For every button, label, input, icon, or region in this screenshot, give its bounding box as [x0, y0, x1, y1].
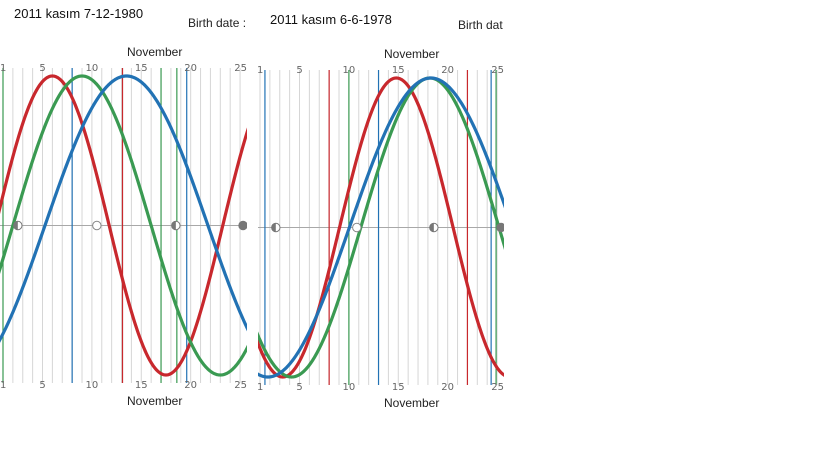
marker-full	[238, 220, 247, 231]
phase-marker-full	[238, 220, 247, 231]
phase-marker-full	[496, 222, 504, 233]
marker-half-fill	[171, 221, 176, 230]
tick-label-top: 25	[491, 65, 504, 76]
birth-date-label: Birth date :	[188, 16, 247, 30]
tick-label-bottom: 25	[234, 380, 247, 391]
chart-panel-1: 2011 kasım 7-12-1980 Birth date : Novemb…	[0, 0, 247, 420]
marker-empty	[92, 220, 102, 231]
chart-title: 2011 kasım 7-12-1980	[14, 6, 144, 21]
series-line-1	[0, 74, 247, 377]
tick-label-bottom: 20	[184, 380, 197, 391]
tick-label-top: 5	[296, 65, 302, 76]
tick-label-bottom: 15	[135, 380, 148, 391]
phase-marker-half	[271, 222, 281, 233]
phase-marker-half	[429, 222, 439, 233]
phase-marker-half	[13, 220, 23, 231]
tick-label-top: 10	[86, 63, 99, 74]
chart-title: 2011 kasım 6-6-1978	[270, 12, 392, 27]
tick-label-bottom: 5	[296, 382, 302, 393]
marker-full	[496, 222, 504, 233]
x-axis-label-top: November	[127, 45, 183, 59]
series-line-2	[0, 74, 247, 377]
birth-date-label: Birth dat	[458, 18, 503, 32]
tick-label-top: 15	[392, 65, 405, 76]
tick-label-top: 1	[258, 65, 263, 76]
series-line-1	[258, 76, 504, 379]
chart-panel-2: 2011 kasım 6-6-1978 Birth dat November N…	[258, 0, 504, 420]
tick-label-bottom: 1	[0, 380, 6, 391]
phase-marker-empty	[92, 220, 102, 231]
tick-label-top: 25	[234, 63, 247, 74]
tick-label-top: 1	[0, 63, 6, 74]
tick-label-top: 5	[39, 63, 45, 74]
x-axis-label-top: November	[384, 47, 440, 61]
tick-label-bottom: 1	[258, 382, 263, 393]
tick-label-bottom: 10	[86, 380, 99, 391]
phase-marker-half	[171, 220, 181, 231]
x-axis-label-bottom: November	[384, 396, 440, 410]
tick-label-top: 10	[343, 65, 356, 76]
marker-half-fill	[271, 223, 276, 232]
tick-label-bottom: 25	[491, 382, 504, 393]
x-axis-label-bottom: November	[127, 394, 183, 408]
tick-label-top: 20	[441, 65, 454, 76]
tick-label-bottom: 20	[441, 382, 454, 393]
phase-marker-empty	[352, 222, 362, 233]
tick-label-top: 20	[184, 63, 197, 74]
series-line-2	[258, 76, 504, 379]
series-line-3	[258, 76, 504, 379]
tick-label-top: 15	[135, 63, 148, 74]
marker-empty	[352, 222, 362, 233]
marker-half-fill	[13, 221, 18, 230]
series-line-3	[0, 74, 247, 343]
tick-label-bottom: 15	[392, 382, 405, 393]
tick-label-bottom: 10	[343, 382, 356, 393]
marker-half-fill	[429, 223, 434, 232]
tick-label-bottom: 5	[39, 380, 45, 391]
